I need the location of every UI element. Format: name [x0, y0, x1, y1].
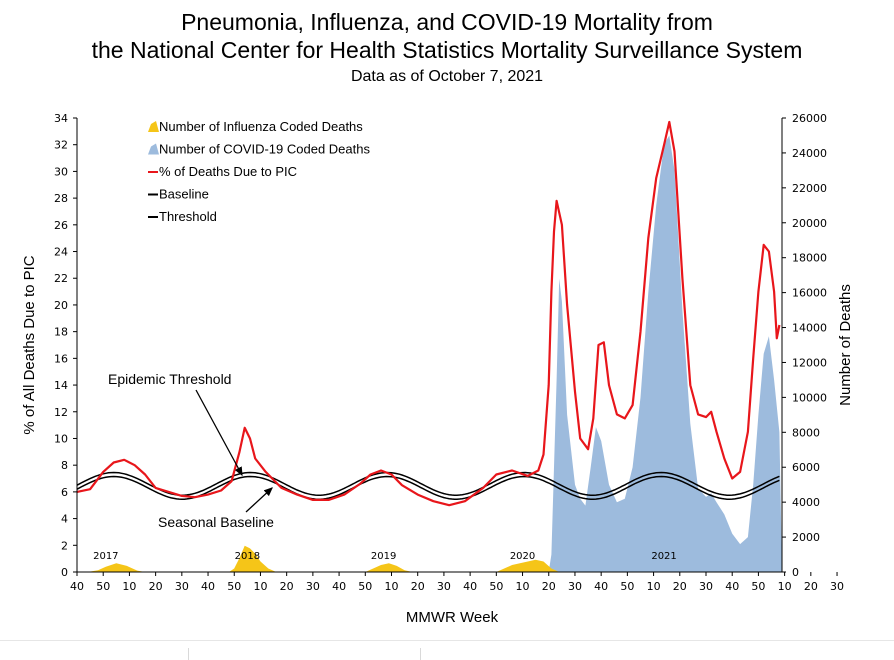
x-tick-label: 10 [516, 580, 530, 593]
x-tick-label: 20 [149, 580, 163, 593]
x-tick-label: 50 [358, 580, 372, 593]
year-label-2019: 2019 [371, 551, 396, 562]
left-tick-label: 26 [54, 219, 68, 232]
left-tick-label: 12 [54, 406, 68, 419]
right-tick-label: 14000 [792, 322, 827, 335]
left-tick-label: 16 [54, 352, 68, 365]
x-tick-label: 20 [804, 580, 818, 593]
page-divider-1 [188, 648, 189, 660]
left-tick-label: 18 [54, 326, 68, 339]
left-tick-label: 24 [54, 246, 68, 259]
legend-label-pic: % of Deaths Due to PIC [159, 164, 297, 179]
legend-label-threshold: Threshold [159, 209, 217, 224]
page-bottom-rule [0, 640, 894, 641]
series-influenza-area [77, 545, 730, 572]
legend-swatch-covid [148, 143, 159, 155]
year-label-2021: 2021 [651, 551, 676, 562]
x-tick-label: 40 [725, 580, 739, 593]
chart-subtitle: Data as of October 7, 2021 [350, 68, 544, 85]
right-tick-label: 26000 [792, 112, 827, 125]
series-threshold-line [76, 471, 780, 496]
right-tick-label: 8000 [792, 426, 820, 439]
legend-swatch-influenza [148, 121, 159, 132]
x-tick-label: 10 [778, 580, 792, 593]
chart-title: Pneumonia, Influenza, and COVID-19 Morta… [0, 8, 894, 64]
annotation-seasonal-baseline: Seasonal Baseline [158, 514, 274, 530]
x-tick-label: 40 [70, 580, 84, 593]
x-tick-label: 40 [594, 580, 608, 593]
right-tick-label: 18000 [792, 252, 827, 265]
x-tick-label: 20 [280, 580, 294, 593]
left-tick-label: 6 [61, 486, 68, 499]
x-tick-label: 30 [437, 580, 451, 593]
right-tick-label: 0 [792, 566, 799, 579]
annotation-baseline-arrow [245, 487, 273, 513]
x-tick-label: 40 [463, 580, 477, 593]
x-tick-label: 20 [673, 580, 687, 593]
right-tick-label: 20000 [792, 217, 827, 230]
left-tick-label: 22 [54, 272, 68, 285]
x-tick-label: 50 [751, 580, 765, 593]
left-tick-label: 14 [54, 379, 68, 392]
left-tick-label: 28 [54, 192, 68, 205]
right-tick-label: 2000 [792, 531, 820, 544]
x-tick-label: 30 [699, 580, 713, 593]
chart-title-line2: the National Center for Health Statistic… [91, 37, 803, 63]
right-tick-label: 16000 [792, 287, 827, 300]
year-label-2020: 2020 [510, 551, 535, 562]
x-tick-label: 30 [306, 580, 320, 593]
right-tick-label: 24000 [792, 147, 827, 160]
left-tick-label: 20 [54, 299, 68, 312]
year-label-2017: 2017 [93, 551, 118, 562]
left-tick-label: 4 [61, 513, 68, 526]
left-tick-label: 0 [61, 566, 68, 579]
legend-label-influenza: Number of Influenza Coded Deaths [159, 119, 363, 134]
left-tick-label: 10 [54, 432, 68, 445]
x-tick-label: 30 [175, 580, 189, 593]
left-axis-label: % of All Deaths Due to PIC [21, 255, 38, 434]
left-tick-label: 30 [54, 165, 68, 178]
x-tick-label: 50 [620, 580, 634, 593]
left-tick-label: 2 [61, 539, 68, 552]
x-tick-label: 10 [122, 580, 136, 593]
x-tick-label: 10 [253, 580, 267, 593]
x-tick-label: 40 [332, 580, 346, 593]
series-covid-area [77, 135, 782, 572]
annotation-threshold-arrow [195, 389, 243, 477]
mortality-chart: 2017 2018 2019 2020 202102468101214161820222… [21, 112, 854, 626]
right-tick-label: 6000 [792, 461, 820, 474]
x-tick-label: 10 [384, 580, 398, 593]
annotation-epidemic-threshold: Epidemic Threshold [108, 371, 231, 387]
right-tick-label: 22000 [792, 182, 827, 195]
legend-label-covid: Number of COVID-19 Coded Deaths [159, 142, 370, 157]
x-tick-label: 20 [542, 580, 556, 593]
right-tick-label: 4000 [792, 496, 820, 509]
x-tick-label: 50 [489, 580, 503, 593]
year-label-2018: 2018 [235, 551, 260, 562]
right-tick-label: 10000 [792, 391, 827, 404]
series-pic-line [76, 120, 781, 507]
page-divider-2 [420, 648, 421, 660]
x-tick-label: 10 [647, 580, 661, 593]
x-tick-label: 50 [96, 580, 110, 593]
chart-title-line1: Pneumonia, Influenza, and COVID-19 Morta… [181, 9, 713, 35]
left-tick-label: 32 [54, 139, 68, 152]
x-tick-label: 20 [411, 580, 425, 593]
x-tick-label: 50 [227, 580, 241, 593]
legend-label-baseline: Baseline [159, 187, 209, 202]
left-tick-label: 8 [61, 459, 68, 472]
x-tick-label: 30 [830, 580, 844, 593]
x-axis-label: MMWR Week [406, 609, 499, 626]
right-axis-label: Number of Deaths [837, 284, 854, 406]
left-tick-label: 34 [54, 112, 68, 125]
right-tick-label: 12000 [792, 356, 827, 369]
x-tick-label: 30 [568, 580, 582, 593]
x-tick-label: 40 [201, 580, 215, 593]
